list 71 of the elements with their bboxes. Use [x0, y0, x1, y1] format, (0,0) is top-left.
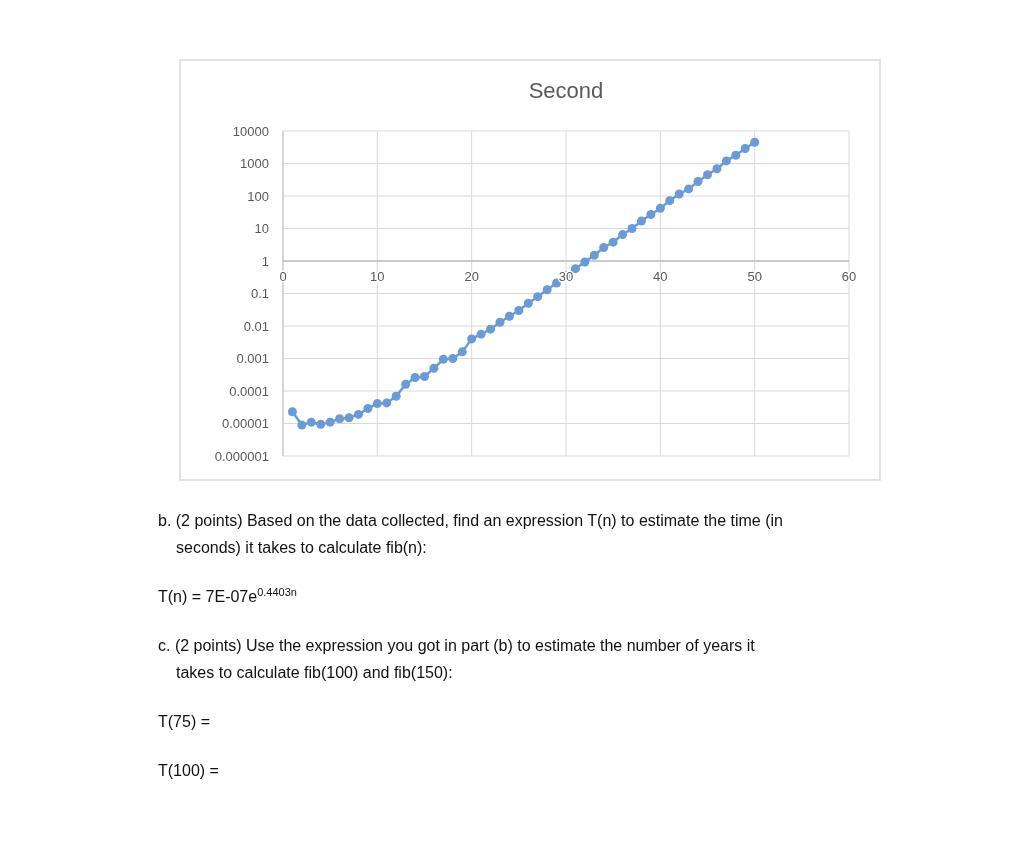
point [476, 329, 486, 339]
point [674, 189, 684, 199]
y-tick-label: 0.1 [250, 286, 269, 302]
y-tick-label: 1 [261, 253, 269, 269]
point [429, 363, 439, 373]
point [712, 164, 722, 174]
text: T(75) = [158, 713, 211, 730]
x-tick-label: 20 [464, 269, 479, 284]
point [344, 413, 354, 423]
text: T(n) = 7E-07e$^{0.4403n}$ [158, 586, 297, 605]
point [570, 264, 580, 274]
point [363, 403, 373, 413]
point [599, 243, 609, 253]
y-tick-label: 0.000001 [214, 448, 269, 464]
point [335, 414, 345, 424]
point [665, 196, 675, 206]
point [636, 216, 646, 226]
y-tick-label: 10000 [232, 123, 269, 139]
point [731, 150, 741, 160]
y-tick-label: 0.01 [243, 318, 269, 334]
point [306, 417, 316, 427]
point [420, 371, 429, 381]
point [353, 409, 363, 419]
y-tick-label: 1000 [240, 156, 269, 172]
point [655, 203, 665, 213]
x-tick-label: 10 [370, 269, 385, 284]
text: T(100) = [158, 762, 219, 779]
x-tick-label: 40 [653, 269, 668, 284]
point [382, 398, 392, 408]
point [684, 184, 694, 194]
point [646, 209, 656, 219]
point [287, 407, 297, 417]
text: c. (2 points) Use the expression you got in part (b) to estimate the number of years it takes to calculate fib(100) and fib(150): [158, 637, 756, 681]
point [693, 176, 703, 186]
point [325, 417, 335, 427]
y-tick-label: 0.001 [236, 351, 269, 367]
point [608, 237, 618, 247]
point [486, 324, 496, 334]
point [467, 334, 477, 344]
point [533, 292, 543, 302]
point [580, 257, 590, 267]
y-tick-label: 10 [254, 221, 269, 237]
text: b. (2 points) Based on the data collected, find an expression T(n) to estimate the time (in seconds) it takes to calculate fib(n): [158, 512, 783, 556]
point [495, 317, 505, 327]
point [523, 298, 533, 308]
point [504, 311, 514, 321]
point [401, 379, 411, 389]
point [372, 399, 382, 409]
point [750, 137, 760, 147]
point [514, 305, 524, 315]
x-tick-label: 0 [279, 269, 287, 284]
point [448, 354, 458, 363]
point [316, 419, 326, 429]
point [438, 354, 448, 364]
point [721, 156, 731, 166]
point [297, 420, 307, 430]
x-tick-label: 50 [747, 269, 762, 284]
point [457, 347, 467, 357]
point [589, 250, 599, 260]
x-tick-label: 60 [841, 269, 857, 284]
point [627, 224, 637, 233]
point [391, 391, 401, 401]
point [542, 285, 552, 295]
point [410, 373, 420, 383]
y-tick-label: 100 [247, 188, 269, 204]
y-tick-label: 0.00001 [222, 416, 269, 432]
point [703, 170, 712, 180]
point [618, 230, 628, 240]
y-tick-label: 0.0001 [229, 383, 269, 399]
chart-title: Second [528, 78, 604, 103]
point [740, 143, 750, 153]
